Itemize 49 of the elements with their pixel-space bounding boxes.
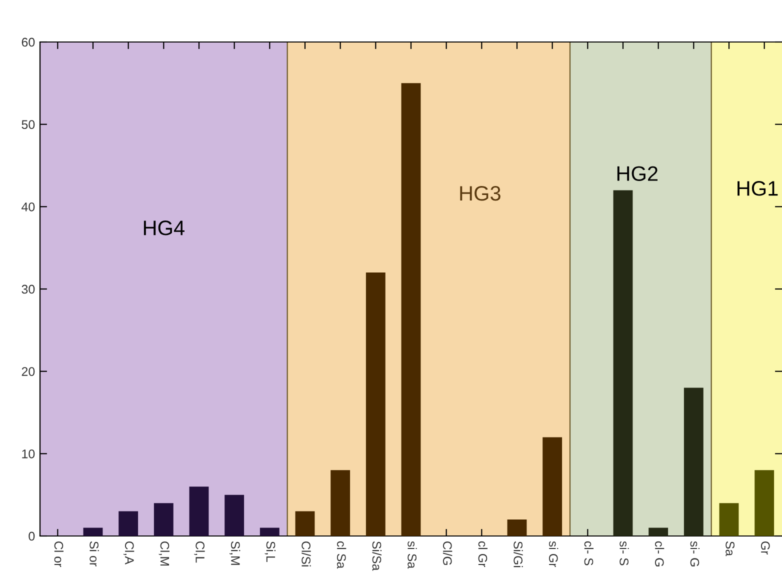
y-tick-label: 20 xyxy=(22,367,35,376)
x-tick-label: Si,M xyxy=(230,541,240,565)
x-tick-label: Si/Gi xyxy=(514,541,523,568)
bar xyxy=(83,528,103,536)
bar xyxy=(613,190,633,536)
y-tick-label: 10 xyxy=(22,449,35,458)
bar xyxy=(507,520,527,536)
x-tick-label: Cl,L xyxy=(194,541,205,563)
band-label: HG3 xyxy=(460,186,500,201)
x-tick-label: si Gr xyxy=(548,541,558,568)
x-tick-label: Si or xyxy=(90,541,99,566)
x-tick-label: Cl,A xyxy=(124,541,134,564)
bar xyxy=(154,503,174,536)
y-tick-label: 0 xyxy=(28,532,35,541)
bar xyxy=(224,494,244,536)
x-tick-label: Cl/Si xyxy=(302,541,311,566)
bar xyxy=(118,511,138,536)
y-tick-label: 30 xyxy=(22,284,35,294)
bar xyxy=(648,528,668,536)
bar xyxy=(684,388,704,536)
x-tick-label: Gr xyxy=(760,541,770,555)
bar xyxy=(295,511,315,536)
x-tick-label: Si/Sa xyxy=(372,541,382,571)
x-tick-label: Cl or xyxy=(54,541,64,568)
bar xyxy=(542,437,562,536)
y-tick-label: 50 xyxy=(22,120,35,129)
x-tick-label: Sa xyxy=(726,541,734,556)
bar xyxy=(189,486,209,536)
x-tick-label: Cl,M xyxy=(158,541,170,566)
x-tick-label: si- G xyxy=(690,541,700,566)
bar xyxy=(366,272,386,536)
x-tick-label: Si,L xyxy=(264,541,276,562)
x-tick-label: si- S xyxy=(620,541,629,566)
band-label: HG1 xyxy=(738,181,778,196)
bar xyxy=(754,470,774,536)
x-tick-label: cl Gr xyxy=(478,541,488,568)
x-tick-label: Cl/G xyxy=(442,541,452,565)
x-tick-label: cl Sa xyxy=(336,541,346,569)
x-tick-label: cl- S xyxy=(584,541,594,566)
bar xyxy=(330,470,350,536)
y-tick-label: 60 xyxy=(22,38,35,47)
bar xyxy=(401,83,421,536)
band-label: HG4 xyxy=(144,220,184,236)
x-tick-label: si Sa xyxy=(408,541,417,569)
bar xyxy=(260,528,280,536)
y-tick-label: 40 xyxy=(22,202,35,212)
band-label: HG2 xyxy=(617,166,658,181)
x-tick-label: cl- G xyxy=(654,541,664,566)
bar xyxy=(719,503,739,536)
